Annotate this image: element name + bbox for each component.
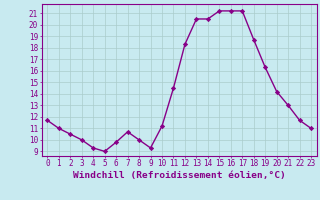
X-axis label: Windchill (Refroidissement éolien,°C): Windchill (Refroidissement éolien,°C): [73, 171, 285, 180]
